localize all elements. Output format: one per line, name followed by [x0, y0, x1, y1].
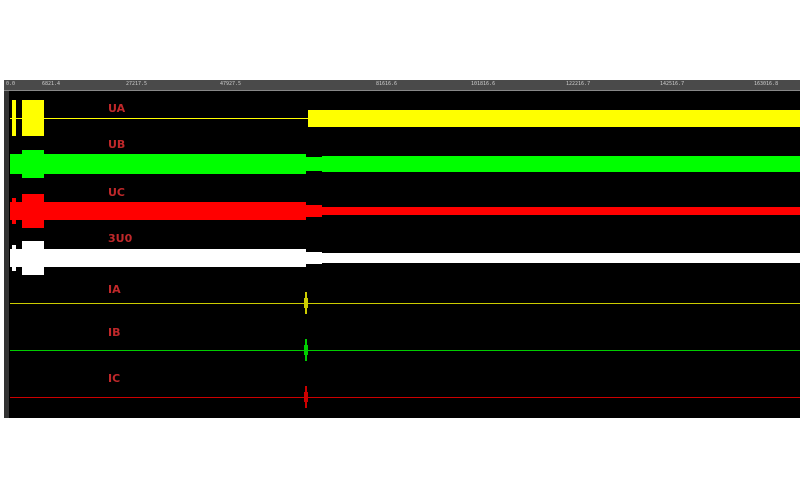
- channel-label-ic: IC: [108, 372, 121, 385]
- ruler-tick: 122216.7: [566, 81, 591, 87]
- trace-3u0: [322, 253, 800, 263]
- time-ruler[interactable]: 0.0 6821.4 27217.5 47927.5 81616.6 10181…: [4, 80, 800, 91]
- trace-ib: [10, 350, 800, 351]
- trace-ua: [12, 100, 16, 136]
- ruler-tick: 27217.5: [126, 81, 148, 87]
- ruler-tick: 101816.6: [471, 81, 496, 87]
- trace-ub: [12, 154, 16, 174]
- ruler-tick: 142516.7: [660, 81, 685, 87]
- trace-ia: [304, 298, 308, 308]
- channel-label-ub: UB: [108, 138, 126, 151]
- waveform-traces: [10, 100, 800, 408]
- trace-ib: [304, 345, 308, 355]
- trace-uc: [12, 198, 16, 224]
- ruler-tick: 6821.4: [42, 81, 61, 87]
- channel-label-3u0: 3U0: [108, 232, 133, 245]
- trace-3u0: [10, 249, 306, 267]
- trace-3u0: [22, 241, 44, 275]
- ruler-tick: 163016.8: [754, 81, 779, 87]
- trace-3u0: [12, 245, 16, 271]
- trace-uc: [306, 205, 322, 217]
- trace-ub: [322, 156, 800, 172]
- channel-label-ua: UA: [108, 102, 126, 115]
- waveform-viewer[interactable]: 0.0 6821.4 27217.5 47927.5 81616.6 10181…: [4, 80, 800, 418]
- trace-ub: [10, 154, 306, 174]
- ruler-tick: 81616.6: [376, 81, 398, 87]
- trace-uc: [10, 202, 306, 220]
- trace-ic: [304, 392, 308, 402]
- trace-uc: [22, 194, 44, 228]
- ruler-tick: 47927.5: [220, 81, 242, 87]
- channel-label-ib: IB: [108, 326, 121, 339]
- trace-ic: [10, 397, 800, 398]
- trace-ua: [308, 110, 800, 127]
- channel-label-ia: IA: [108, 283, 121, 296]
- ruler-tick: 0.0: [6, 81, 16, 87]
- channel-label-uc: UC: [108, 186, 126, 199]
- trace-3u0: [306, 252, 322, 264]
- channel-scrollbar[interactable]: [4, 91, 9, 418]
- trace-ua: [22, 100, 44, 136]
- trace-ub: [22, 150, 44, 178]
- trace-ua: [10, 118, 310, 119]
- trace-ia: [10, 303, 800, 304]
- trace-uc: [322, 207, 800, 215]
- trace-ub: [306, 157, 322, 171]
